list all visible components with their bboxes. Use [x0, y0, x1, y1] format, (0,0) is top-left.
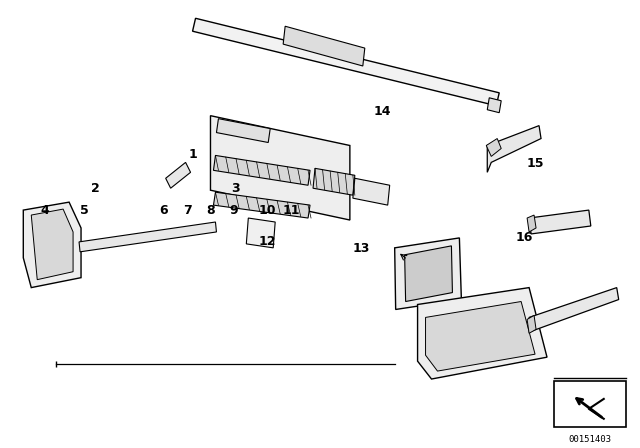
Polygon shape [529, 210, 591, 234]
Polygon shape [283, 26, 365, 66]
Polygon shape [214, 155, 310, 185]
Polygon shape [216, 119, 270, 142]
Text: 15: 15 [527, 157, 544, 170]
Polygon shape [23, 202, 81, 288]
Polygon shape [527, 215, 536, 232]
Text: 13: 13 [353, 242, 370, 255]
Polygon shape [527, 315, 536, 333]
Polygon shape [487, 98, 501, 113]
Bar [554, 381, 626, 427]
Polygon shape [487, 125, 541, 172]
Polygon shape [79, 222, 216, 252]
Polygon shape [214, 192, 310, 218]
Polygon shape [246, 218, 275, 248]
Polygon shape [395, 238, 461, 310]
Text: 3: 3 [232, 182, 240, 195]
Polygon shape [529, 288, 619, 332]
Polygon shape [426, 302, 535, 371]
Text: 5: 5 [80, 204, 88, 217]
Text: 16: 16 [515, 231, 532, 244]
Text: 8: 8 [206, 204, 214, 217]
Text: 11: 11 [283, 204, 300, 217]
Text: 00151403: 00151403 [568, 435, 611, 444]
Polygon shape [404, 246, 452, 302]
Polygon shape [211, 116, 350, 220]
Text: 14: 14 [374, 105, 391, 118]
Text: 9: 9 [230, 204, 238, 217]
Text: 4: 4 [40, 204, 49, 217]
Polygon shape [353, 178, 390, 205]
Polygon shape [193, 18, 499, 106]
Polygon shape [31, 209, 73, 280]
Polygon shape [486, 138, 501, 156]
Text: 7: 7 [183, 204, 192, 217]
Text: 10: 10 [259, 204, 276, 217]
Text: 6: 6 [159, 204, 168, 217]
Polygon shape [166, 162, 191, 188]
Text: 2: 2 [92, 182, 100, 195]
Text: 1: 1 [188, 148, 197, 161]
Polygon shape [417, 288, 547, 379]
Polygon shape [313, 168, 355, 195]
Text: 12: 12 [259, 235, 276, 248]
